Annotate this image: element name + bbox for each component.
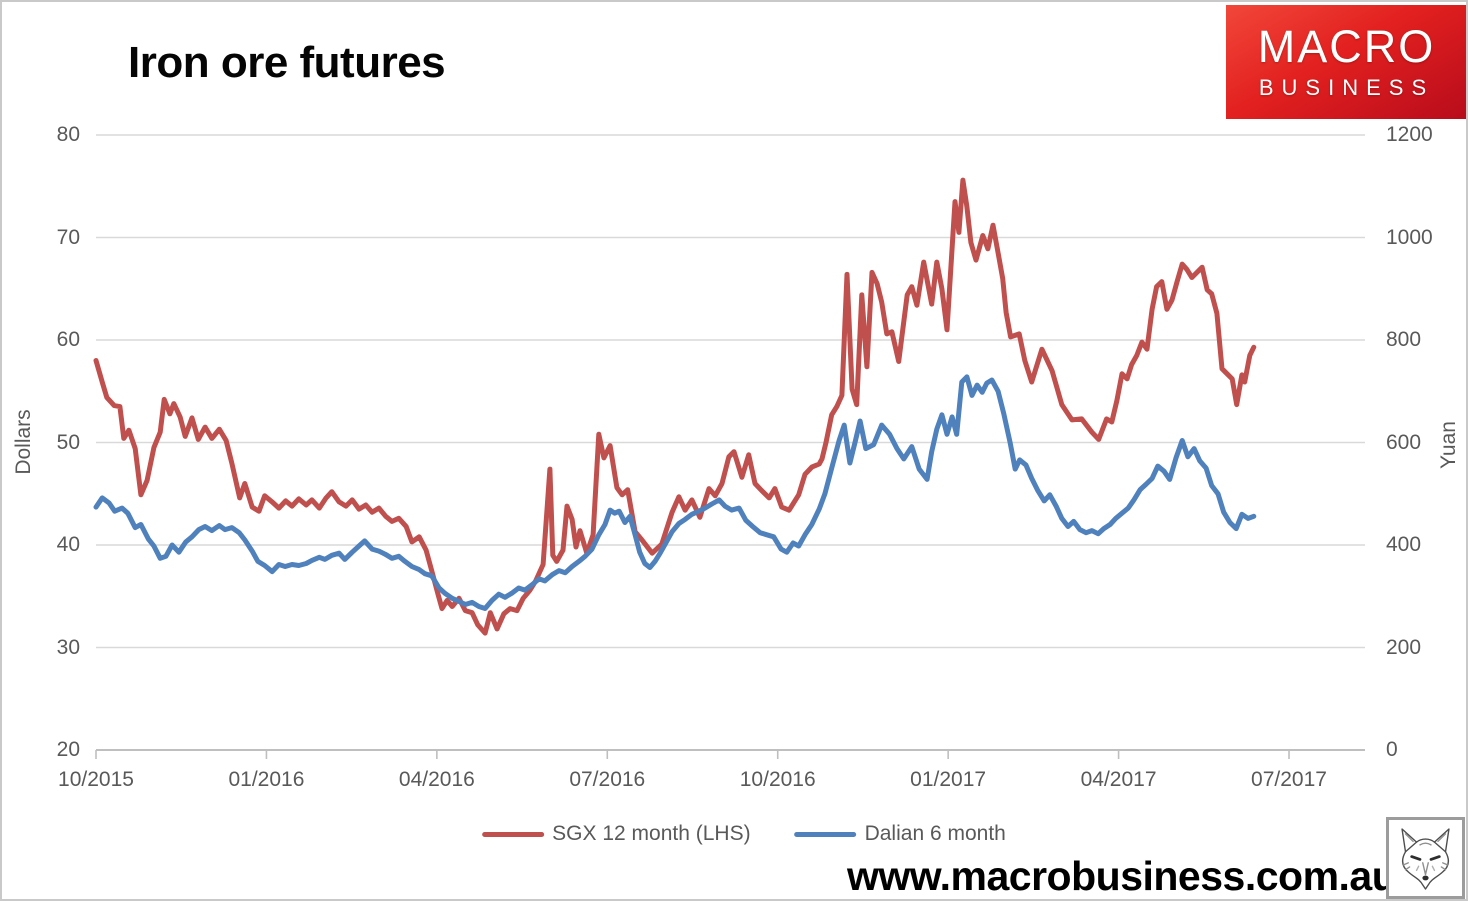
y-right-tick-label: 1000 xyxy=(1386,225,1433,249)
y-right-tick-label: 600 xyxy=(1386,430,1422,454)
x-axis-tick-label: 07/2017 xyxy=(1251,768,1327,791)
logo-text-business: BUSINESS xyxy=(1258,74,1435,100)
y-left-tick-label: 80 xyxy=(56,123,80,146)
y-right-tick-label: 800 xyxy=(1386,328,1422,351)
y-left-tick-label: 70 xyxy=(56,225,80,249)
y-left-tick-label: 40 xyxy=(56,533,80,556)
y-left-tick-label: 30 xyxy=(56,635,80,659)
y-right-tick-label: 200 xyxy=(1386,635,1422,659)
x-axis-tick-label: 01/2017 xyxy=(910,768,987,791)
legend-item: SGX 12 month (LHS) xyxy=(482,822,751,846)
y-right-tick-label: 1200 xyxy=(1386,123,1433,146)
legend-label: SGX 12 month (LHS) xyxy=(552,822,751,845)
series-line-dalian-6-month xyxy=(93,374,1257,611)
y-right-tick-label: 0 xyxy=(1386,738,1398,761)
x-axis-tick-label: 07/2016 xyxy=(569,768,646,791)
x-axis-tick-label: 10/2016 xyxy=(739,768,816,791)
y-right-tick-label: 400 xyxy=(1386,533,1422,556)
macrobusiness-logo: MACRO BUSINESS xyxy=(1226,5,1466,119)
x-axis-tick-label: 01/2016 xyxy=(228,768,305,791)
fox-logo xyxy=(1386,817,1465,899)
x-axis-tick-label: 04/2016 xyxy=(398,768,475,791)
logo-text-macro: MACRO xyxy=(1257,20,1436,72)
legend-line-swatch xyxy=(794,831,857,837)
y-left-tick-label: 50 xyxy=(56,430,80,454)
x-axis-tick-label: 10/2015 xyxy=(58,768,134,791)
website-watermark: www.macrobusiness.com.au xyxy=(847,853,1397,899)
legend-item: Dalian 6 month xyxy=(794,822,1006,846)
legend-line-swatch xyxy=(482,831,545,837)
legend-label: Dalian 6 month xyxy=(864,822,1006,845)
x-axis-tick-label: 04/2017 xyxy=(1080,768,1157,791)
chart-legend: SGX 12 month (LHS) Dalian 6 month xyxy=(482,822,1006,846)
page-title: Iron ore futures xyxy=(128,38,446,87)
fox-sketch-icon xyxy=(1401,828,1450,890)
series-line-sgx-12-month-lhs- xyxy=(93,177,1257,636)
y-left-tick-label: 60 xyxy=(56,328,80,351)
y-left-tick-label: 20 xyxy=(56,738,80,761)
